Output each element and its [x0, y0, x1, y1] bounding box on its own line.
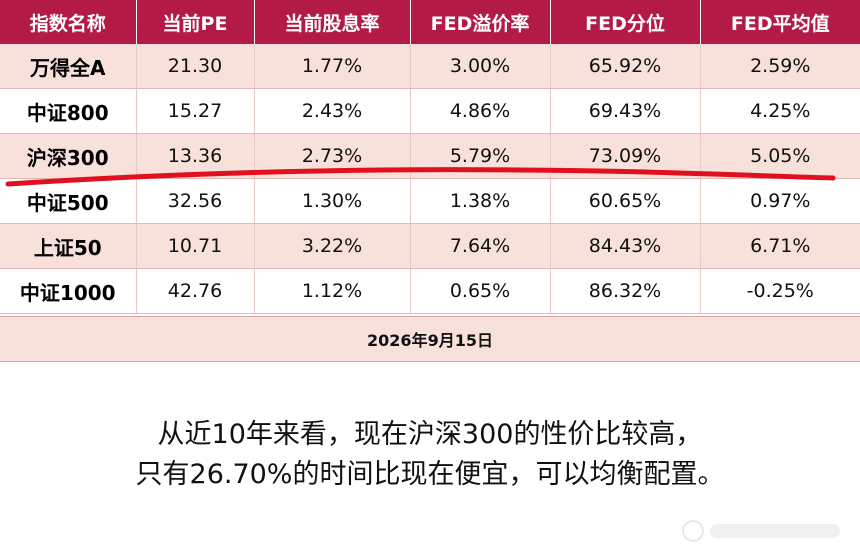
cell-fed-percentile: 69.43% — [550, 88, 701, 134]
cell-fed-percentile: 73.09% — [550, 133, 701, 179]
cell-dividend-yield: 3.22% — [254, 223, 411, 269]
cell-fed-premium: 5.79% — [410, 133, 551, 179]
table-row: 万得全A 21.30 1.77% 3.00% 65.92% 2.59% — [0, 44, 860, 89]
conclusion-note: 从近10年来看，现在沪深300的性价比较高， 只有26.70%的时间比现在便宜，… — [0, 415, 860, 495]
cell-current-pe: 13.36 — [136, 133, 255, 179]
cell-index-name: 上证50 — [0, 223, 137, 269]
cell-fed-average: 6.71% — [700, 223, 860, 269]
cell-fed-average: 2.59% — [700, 44, 860, 89]
note-line-1: 从近10年来看，现在沪深300的性价比较高， — [157, 419, 703, 450]
cell-index-name: 中证500 — [0, 178, 137, 224]
header-current-pe: 当前PE — [136, 0, 255, 44]
cell-fed-premium: 7.64% — [410, 223, 551, 269]
cell-fed-average: 5.05% — [700, 133, 860, 179]
cell-dividend-yield: 2.43% — [254, 88, 411, 134]
cell-current-pe: 42.76 — [136, 268, 255, 314]
table-header-row: 指数名称 当前PE 当前股息率 FED溢价率 FED分位 FED平均值 — [0, 0, 860, 44]
header-index-name: 指数名称 — [0, 0, 137, 44]
cell-index-name: 万得全A — [0, 44, 137, 89]
cell-fed-premium: 3.00% — [410, 44, 551, 89]
header-fed-percentile: FED分位 — [550, 0, 701, 44]
cell-dividend-yield: 1.12% — [254, 268, 411, 314]
cell-dividend-yield: 2.73% — [254, 133, 411, 179]
table-row: 中证500 32.56 1.30% 1.38% 60.65% 0.97% — [0, 178, 860, 224]
cell-fed-average: 0.97% — [700, 178, 860, 224]
cell-fed-average: 4.25% — [700, 88, 860, 134]
cell-fed-premium: 1.38% — [410, 178, 551, 224]
date-row: 2026年9月15日 — [0, 316, 860, 362]
cell-dividend-yield: 1.77% — [254, 44, 411, 89]
header-fed-premium: FED溢价率 — [410, 0, 551, 44]
cell-index-name: 中证800 — [0, 88, 137, 134]
watermark-text-blur — [710, 524, 840, 538]
table-row: 上证50 10.71 3.22% 7.64% 84.43% 6.71% — [0, 223, 860, 269]
header-fed-average: FED平均值 — [700, 0, 860, 44]
cell-index-name: 中证1000 — [0, 268, 137, 314]
table-date: 2026年9月15日 — [367, 331, 493, 350]
table-row: 中证800 15.27 2.43% 4.86% 69.43% 4.25% — [0, 88, 860, 134]
cell-current-pe: 10.71 — [136, 223, 255, 269]
cell-fed-percentile: 86.32% — [550, 268, 701, 314]
cell-current-pe: 21.30 — [136, 44, 255, 89]
cell-fed-percentile: 65.92% — [550, 44, 701, 89]
index-valuation-table: 指数名称 当前PE 当前股息率 FED溢价率 FED分位 FED平均值 万得全A… — [0, 0, 860, 314]
cell-current-pe: 32.56 — [136, 178, 255, 224]
table-row: 沪深300 13.36 2.73% 5.79% 73.09% 5.05% — [0, 133, 860, 179]
cell-fed-premium: 0.65% — [410, 268, 551, 314]
cell-fed-percentile: 60.65% — [550, 178, 701, 224]
cell-fed-average: -0.25% — [700, 268, 860, 314]
cell-fed-percentile: 84.43% — [550, 223, 701, 269]
watermark — [682, 518, 840, 544]
note-line-2: 只有26.70%的时间比现在便宜，可以均衡配置。 — [135, 459, 725, 490]
watermark-logo-icon — [682, 520, 704, 542]
cell-index-name: 沪深300 — [0, 133, 137, 179]
table-row: 中证1000 42.76 1.12% 0.65% 86.32% -0.25% — [0, 268, 860, 314]
cell-current-pe: 15.27 — [136, 88, 255, 134]
cell-fed-premium: 4.86% — [410, 88, 551, 134]
header-dividend-yield: 当前股息率 — [254, 0, 411, 44]
cell-dividend-yield: 1.30% — [254, 178, 411, 224]
